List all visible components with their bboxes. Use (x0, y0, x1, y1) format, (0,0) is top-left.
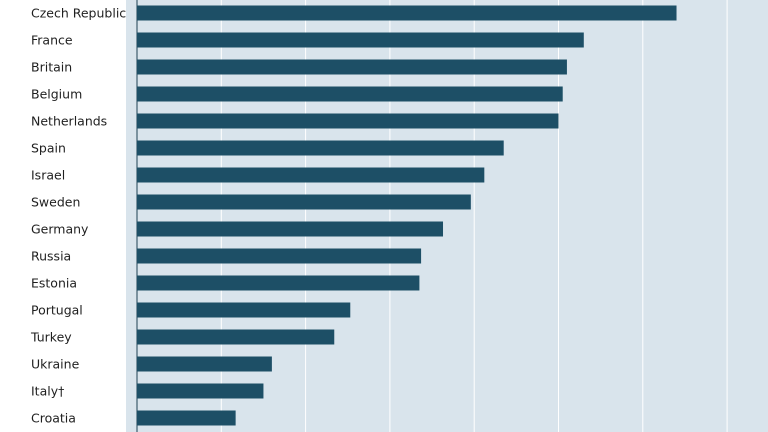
bar-13 (137, 356, 272, 372)
category-labels: Czech Republic France Britain Belgium Nether… (30, 6, 126, 426)
category-label: Germany (31, 222, 89, 237)
category-label: Czech Republic (31, 6, 126, 21)
category-label: Ukraine (31, 357, 80, 372)
category-label: Portugal (31, 303, 83, 318)
category-label: Spain (31, 141, 66, 156)
category-label: Turkey (30, 330, 72, 345)
category-label: Sweden (31, 195, 80, 210)
bar-11 (137, 302, 351, 318)
category-label: Italy† (31, 384, 64, 399)
bar-3 (137, 86, 563, 102)
bar-14 (137, 383, 264, 399)
bar-5 (137, 140, 504, 156)
category-label: Netherlands (31, 114, 107, 129)
bar-10 (137, 275, 420, 291)
bar-4 (137, 113, 559, 129)
label-panel (0, 0, 126, 432)
bar-7 (137, 194, 471, 210)
bar-2 (137, 59, 567, 75)
category-label: Estonia (31, 276, 77, 291)
category-label: Israel (31, 168, 65, 183)
category-label: Britain (31, 60, 72, 75)
bar-15 (137, 410, 236, 426)
bars (137, 5, 677, 426)
bar-12 (137, 329, 335, 345)
category-label: Croatia (31, 411, 76, 426)
bar-1 (137, 32, 584, 48)
bar-8 (137, 221, 444, 237)
category-label: Belgium (31, 87, 82, 102)
bar-6 (137, 167, 485, 183)
category-label: Russia (31, 249, 71, 264)
category-label: France (31, 33, 73, 48)
bar-0 (137, 5, 677, 21)
bar-9 (137, 248, 422, 264)
